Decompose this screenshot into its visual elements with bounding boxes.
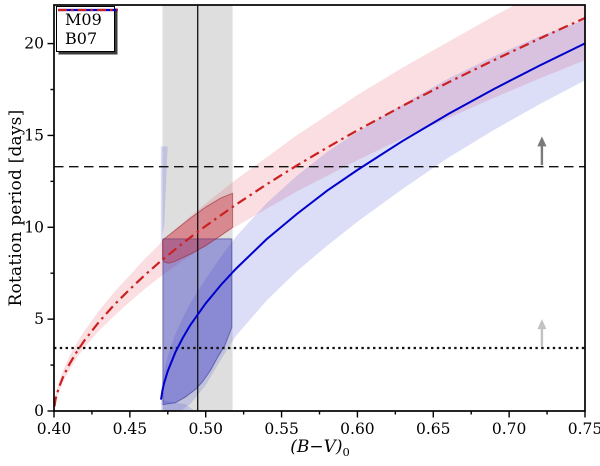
x-tick-label: 0.40 [37,420,72,438]
legend-label-m09: M09 [65,9,102,29]
y-tick-label: 5 [34,310,44,328]
x-tick-label: 0.75 [568,420,600,438]
x-axis-label-subscript: 0 [342,445,350,459]
ticks-and-labels: 0.40 0.45 0.50 0.55 0.60 0.65 0.70 0.75 0 5 10 15 20 [24,35,600,438]
legend-row-m09: M09 [58,8,118,29]
x-tick-label: 0.45 [113,420,148,438]
x-tick-label: 0.70 [492,420,527,438]
band-b07 [54,5,585,408]
x-tick-label: 0.65 [416,420,451,438]
x-axis-label-main: (B−V) [290,437,343,457]
m09-line-sample [58,8,118,12]
x-axis-label: (B−V)0 [290,437,350,459]
b07-line-sample [58,8,118,12]
x-tick-label: 0.55 [264,420,299,438]
m09-band-bottom-strip [162,400,195,411]
y-tick-label: 15 [24,126,44,144]
legend-box: M09 B07 [56,6,118,52]
x-tick-label: 0.60 [340,420,375,438]
curve-m09 [160,42,585,400]
y-tick-label: 20 [24,35,44,53]
y-tick-label: 0 [34,402,44,420]
legend-label-b07: B07 [65,28,98,48]
m09-band-sliver [160,146,168,248]
y-axis-label: Rotation period [days] [6,109,26,307]
x-tick-label: 0.50 [188,420,223,438]
plot-area [54,5,585,411]
band-m09 [161,19,585,411]
curve-b07 [54,16,585,407]
y-tick-label: 10 [24,218,44,236]
lower-limit-arrow [537,319,547,347]
upper-limit-arrow [537,136,547,166]
legend-row-b07: B07 [58,8,118,48]
